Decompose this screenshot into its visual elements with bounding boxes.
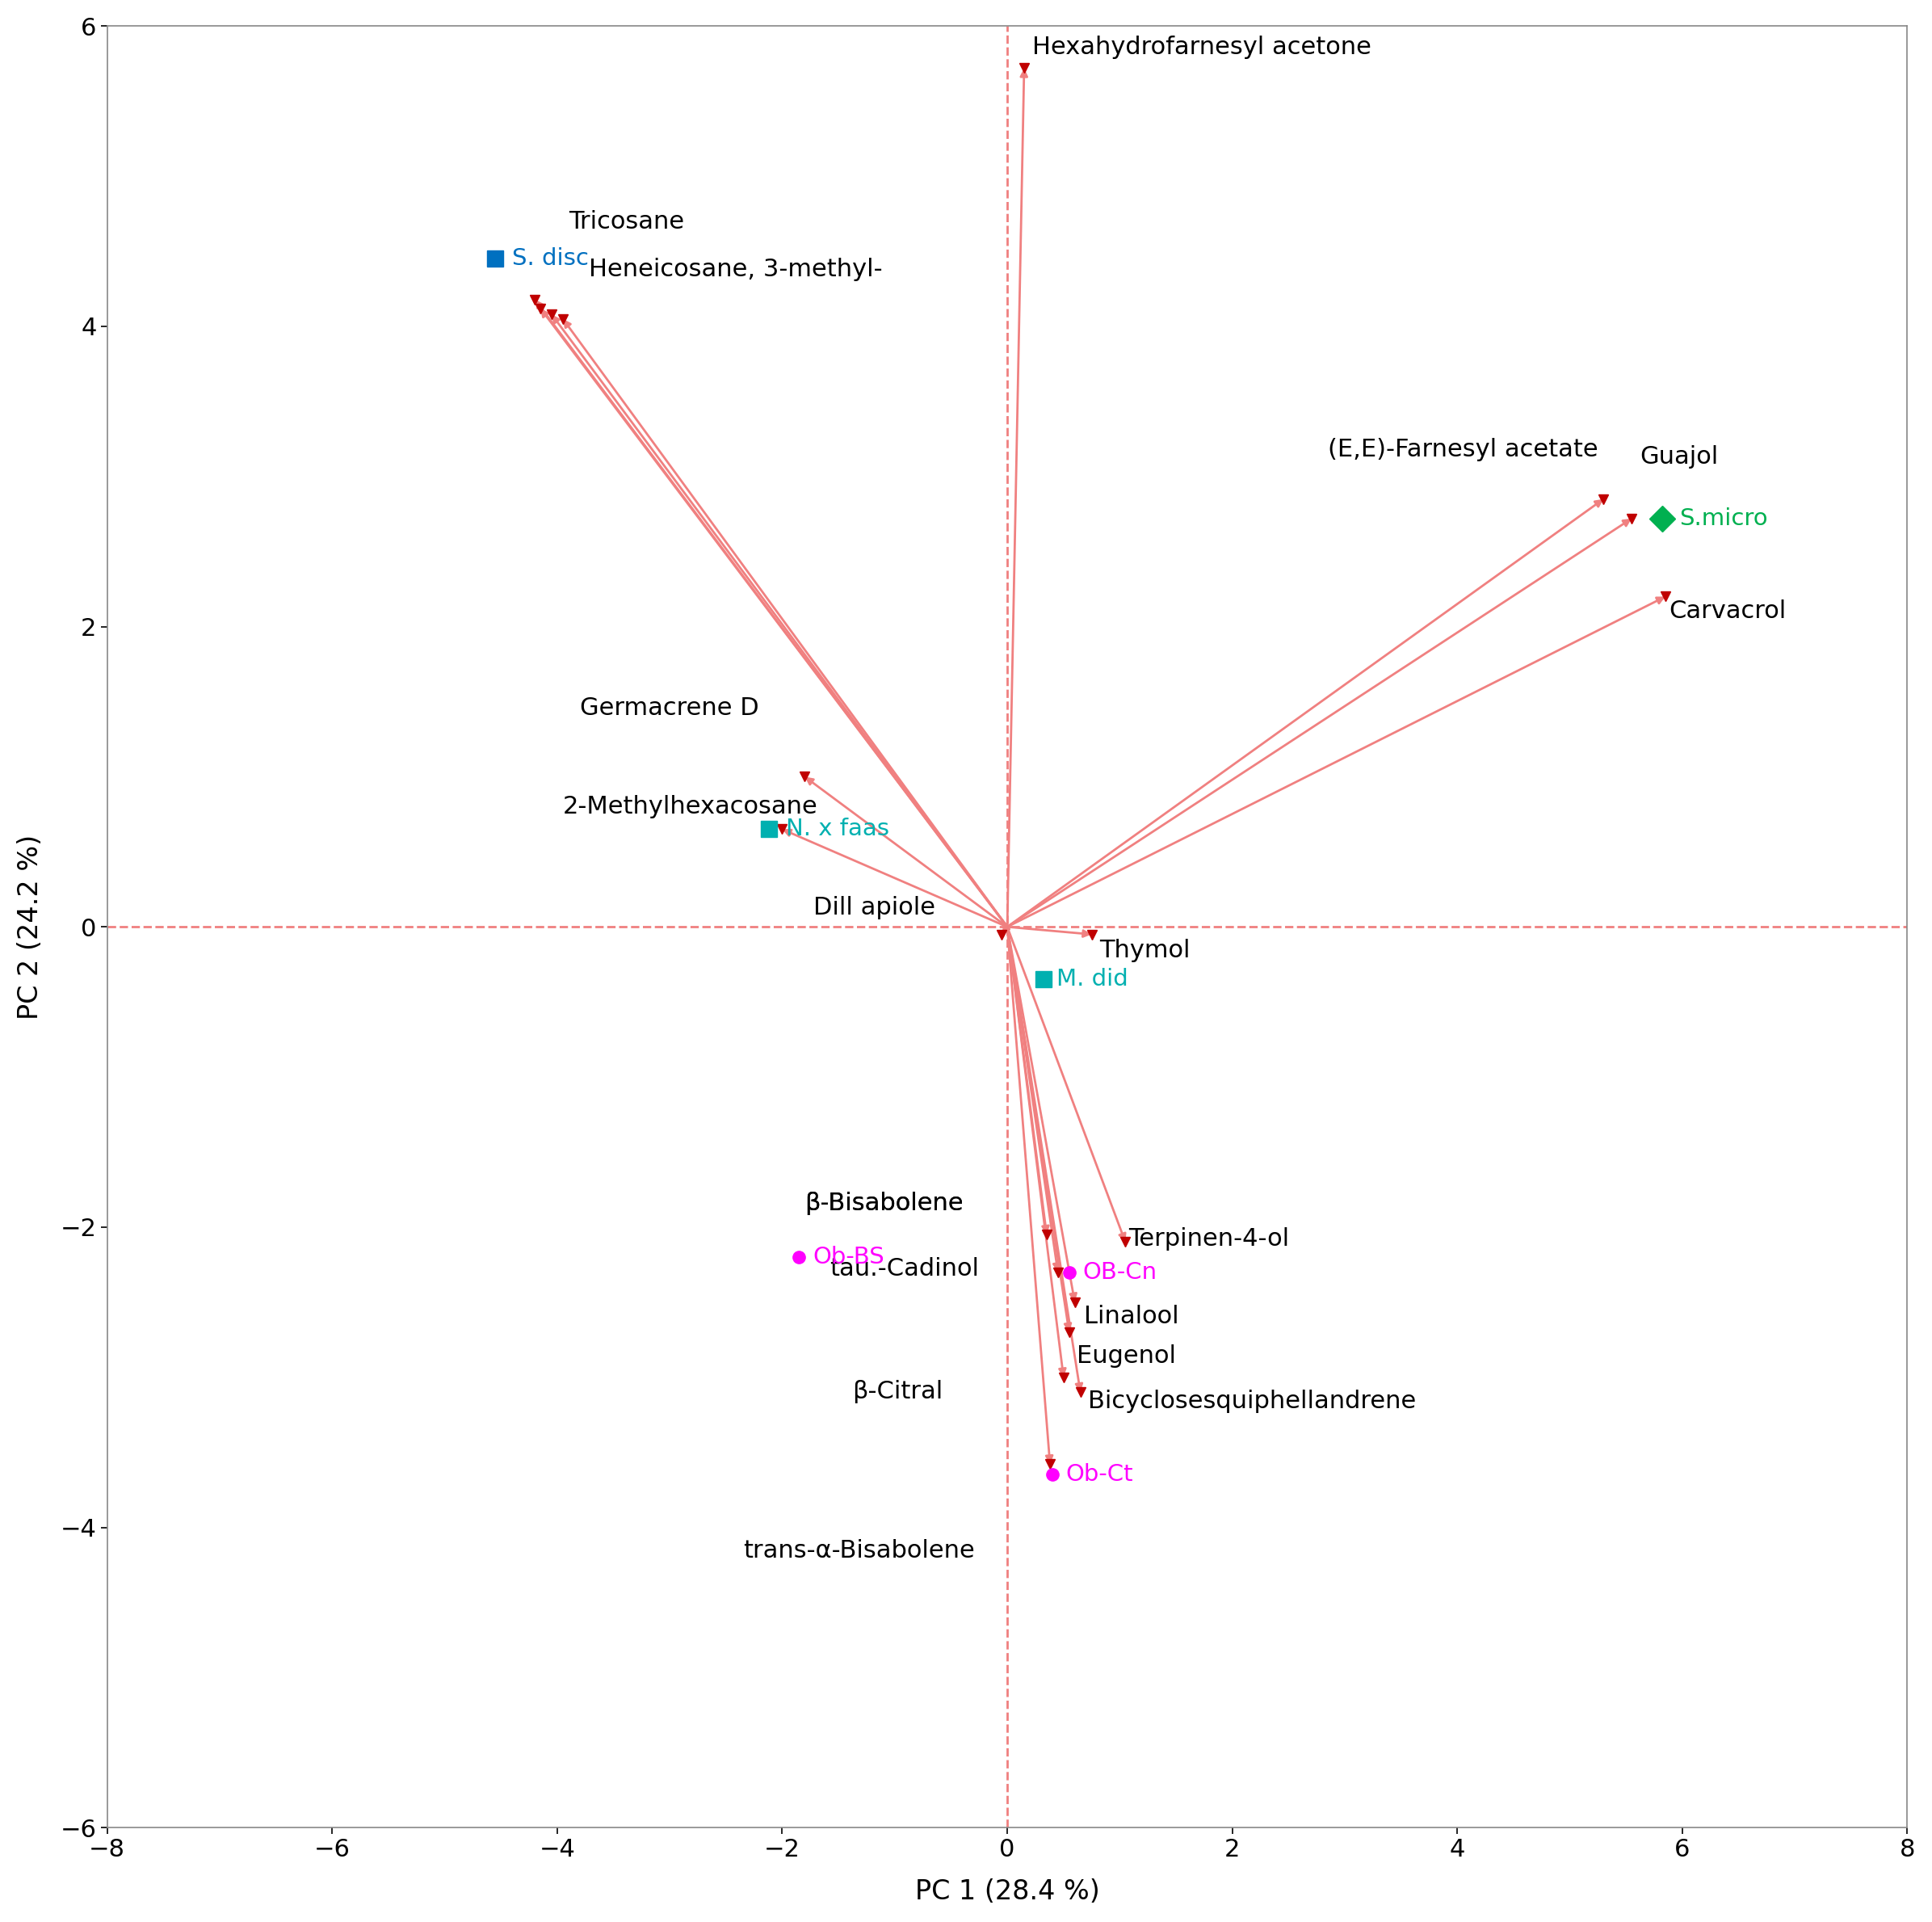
- Text: Germacrene D: Germacrene D: [580, 696, 759, 719]
- Text: Terpinen-4-ol: Terpinen-4-ol: [1128, 1226, 1289, 1251]
- Text: Tricosane: Tricosane: [568, 209, 684, 233]
- Y-axis label: PC 2 (24.2 %): PC 2 (24.2 %): [17, 834, 44, 1019]
- Text: Bicyclosesquiphellandrene: Bicyclosesquiphellandrene: [1088, 1390, 1416, 1413]
- Text: Ob-BS: Ob-BS: [813, 1245, 885, 1269]
- Text: β-Citral: β-Citral: [852, 1380, 943, 1403]
- Text: M. did: M. did: [1057, 969, 1128, 990]
- Text: N. x faas: N. x faas: [786, 819, 889, 840]
- Text: Dill apiole: Dill apiole: [813, 896, 935, 919]
- Text: (E,E)-Farnesyl acetate: (E,E)-Farnesyl acetate: [1327, 438, 1598, 461]
- Text: OB-Cn: OB-Cn: [1082, 1261, 1157, 1284]
- Text: Hexahydrofarnesyl acetone: Hexahydrofarnesyl acetone: [1032, 37, 1372, 60]
- Text: tau.-Cadinol: tau.-Cadinol: [829, 1257, 980, 1280]
- Text: S. disc: S. disc: [512, 248, 589, 271]
- Text: Carvacrol: Carvacrol: [1669, 600, 1785, 623]
- Text: Guajol: Guajol: [1640, 446, 1718, 469]
- X-axis label: PC 1 (28.4 %): PC 1 (28.4 %): [916, 1878, 1099, 1905]
- Text: trans-α-Bisabolene: trans-α-Bisabolene: [744, 1540, 974, 1563]
- Text: Heneicosane, 3-methyl-: Heneicosane, 3-methyl-: [589, 258, 883, 281]
- Text: Eugenol: Eugenol: [1076, 1343, 1177, 1368]
- Text: β-Bisabolene: β-Bisabolene: [806, 1192, 964, 1215]
- Text: Thymol: Thymol: [1099, 938, 1190, 963]
- Text: Linalool: Linalool: [1084, 1305, 1179, 1328]
- Text: Ob-Ct: Ob-Ct: [1066, 1463, 1134, 1486]
- Text: 2-Methylhexacosane: 2-Methylhexacosane: [562, 796, 817, 819]
- Text: β-Bisabolene: β-Bisabolene: [806, 1192, 964, 1215]
- Text: S.micro: S.micro: [1679, 507, 1768, 530]
